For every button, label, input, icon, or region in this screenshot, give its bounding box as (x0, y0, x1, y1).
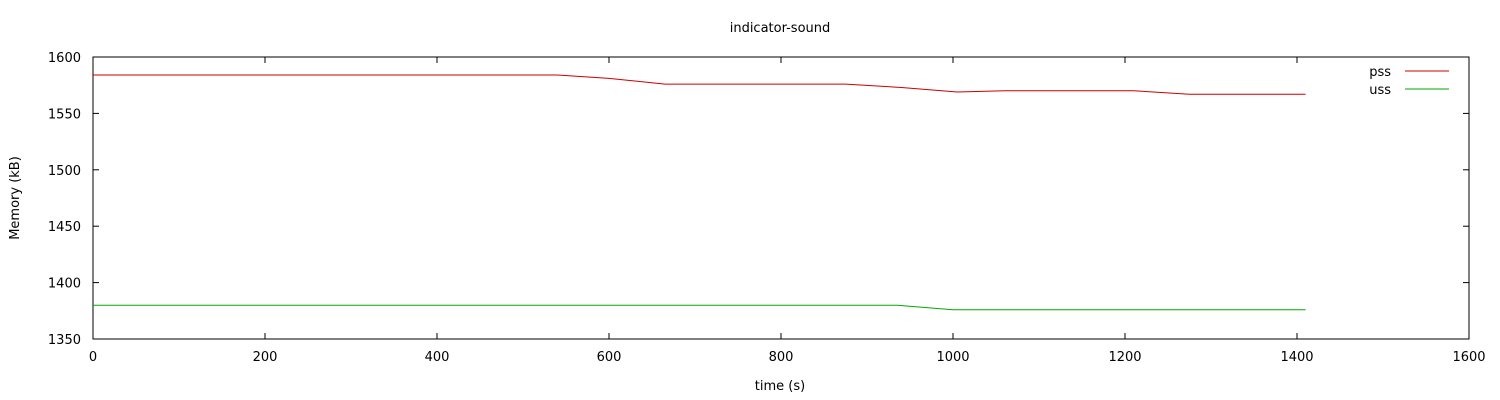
y-tick-label: 1600 (48, 51, 81, 66)
y-tick-label: 1450 (48, 220, 81, 235)
plot-frame (92, 56, 1470, 340)
chart-title: indicator-sound (730, 21, 831, 36)
x-tick-label: 1200 (1108, 350, 1141, 365)
x-axis-title: time (s) (755, 379, 805, 394)
x-axis: 0 200 400 600 800 1000 1200 1400 1600 (89, 57, 1486, 365)
x-tick-label: 1400 (1280, 350, 1313, 365)
y-tick-label: 1350 (48, 333, 81, 348)
series-line-uss (93, 304, 1306, 311)
legend-label-uss: uss (1369, 83, 1391, 98)
x-tick-label: 0 (89, 350, 97, 365)
x-tick-label: 600 (597, 350, 622, 365)
series-layer (93, 74, 1306, 311)
legend: pss uss (1369, 65, 1449, 98)
legend-label-pss: pss (1369, 65, 1391, 80)
x-tick-label: 800 (769, 350, 794, 365)
y-tick-label: 1500 (48, 164, 81, 179)
x-tick-label: 400 (425, 350, 450, 365)
series-line-pss (93, 74, 1306, 95)
x-tick-label: 1000 (936, 350, 969, 365)
y-tick-label: 1400 (48, 277, 81, 292)
y-tick-label: 1550 (48, 107, 81, 122)
x-tick-label: 1600 (1452, 350, 1485, 365)
x-tick-label: 200 (253, 350, 278, 365)
y-axis-title: Memory (kB) (8, 156, 23, 240)
y-axis: 1350 1400 1450 1500 1550 1600 (48, 51, 1469, 348)
